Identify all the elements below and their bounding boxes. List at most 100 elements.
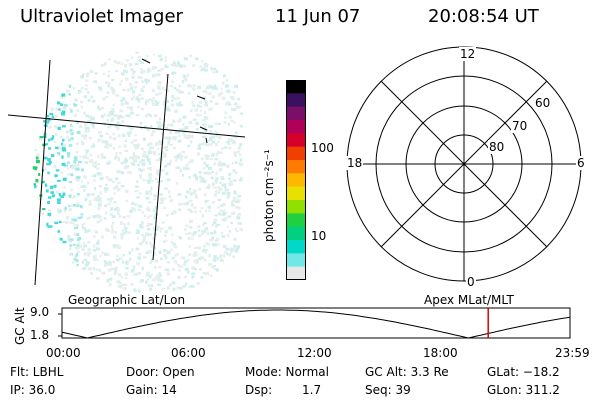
emission-speckle (196, 113, 199, 117)
emission-speckle (203, 222, 207, 225)
emission-speckle (213, 162, 216, 166)
emission-speckle (204, 143, 208, 147)
emission-speckle (120, 79, 123, 83)
emission-speckle (148, 142, 153, 146)
emission-speckle (239, 222, 242, 225)
emission-speckle (56, 201, 61, 205)
emission-speckle (51, 115, 55, 118)
emission-speckle (48, 160, 52, 164)
emission-speckle (105, 183, 108, 186)
status-seq: Seq: 39 (365, 383, 411, 397)
emission-speckle (171, 212, 174, 216)
emission-speckle (146, 278, 149, 281)
emission-speckle (213, 255, 217, 259)
emission-speckle (204, 101, 208, 104)
emission-speckle (92, 174, 97, 178)
emission-speckle (214, 102, 219, 105)
emission-speckle (108, 277, 113, 281)
emission-speckle (194, 108, 198, 112)
emission-speckle (178, 128, 182, 132)
emission-speckle (140, 89, 144, 92)
emission-speckle (178, 130, 181, 134)
status-ip: IP: 36.0 (10, 383, 56, 397)
emission-speckle (163, 100, 167, 104)
emission-speckle (138, 242, 143, 246)
emission-speckle (113, 235, 117, 239)
emission-speckle (158, 92, 162, 95)
emission-speckle (98, 198, 102, 202)
emission-speckle (101, 235, 104, 239)
lat-lon-grid (7, 58, 246, 286)
emission-speckle (48, 209, 52, 212)
emission-speckle (112, 137, 117, 141)
timeline-right-label: Apex MLat/MLT (424, 293, 514, 307)
emission-speckle (101, 156, 105, 159)
emission-speckle (148, 69, 152, 72)
emission-speckle (92, 255, 97, 259)
emission-speckle (202, 180, 207, 183)
emission-speckle (61, 162, 66, 166)
emission-speckle (186, 201, 190, 205)
emission-speckle (205, 116, 209, 120)
emission-speckle (189, 84, 193, 88)
emission-speckle (195, 178, 199, 182)
emission-speckle (104, 146, 107, 149)
emission-speckle (140, 71, 143, 74)
emission-speckle (185, 224, 189, 227)
emission-speckle (229, 247, 234, 252)
emission-speckle (221, 96, 226, 100)
emission-speckle (104, 252, 107, 256)
emission-speckle (140, 225, 144, 229)
tick-mark (205, 137, 208, 144)
emission-speckle (76, 192, 80, 196)
emission-speckle (186, 259, 190, 262)
emission-speckle (167, 141, 170, 144)
emission-speckle (138, 289, 141, 293)
emission-speckle (78, 125, 83, 128)
colorbar-segment (286, 160, 306, 174)
status-dsp-value: 1.7 (302, 383, 322, 397)
emission-speckle (184, 126, 189, 130)
emission-speckle (132, 70, 136, 73)
emission-speckle (116, 280, 121, 284)
emission-speckle (57, 146, 61, 150)
emission-speckle (57, 179, 61, 182)
emission-speckle (80, 213, 84, 216)
emission-speckle (132, 158, 136, 162)
emission-speckle (215, 237, 220, 241)
emission-speckle (163, 206, 166, 210)
emission-speckle (50, 107, 54, 111)
emission-speckle (229, 172, 232, 176)
emission-speckle (211, 224, 215, 227)
emission-speckle (88, 199, 92, 203)
emission-speckle (172, 268, 175, 271)
emission-speckle (36, 159, 40, 164)
emission-speckle (96, 163, 99, 166)
emission-speckle (75, 259, 79, 262)
emission-speckle (128, 83, 132, 86)
emission-speckle (112, 246, 116, 249)
emission-speckle (213, 229, 217, 233)
emission-speckle (141, 97, 145, 100)
emission-speckle (182, 122, 185, 126)
emission-speckle (50, 191, 54, 194)
emission-speckle (154, 177, 158, 180)
emission-speckle (193, 189, 197, 192)
emission-speckle (189, 54, 193, 58)
emission-speckle (82, 241, 85, 244)
emission-speckle (157, 54, 160, 58)
emission-speckle (157, 152, 161, 156)
emission-speckle (139, 121, 143, 125)
emission-speckle (123, 144, 127, 148)
emission-speckle (200, 68, 204, 72)
emission-speckle (209, 136, 212, 140)
emission-speckle (171, 63, 174, 66)
emission-speckle (209, 171, 212, 175)
emission-speckle (239, 112, 243, 115)
emission-speckle (78, 90, 83, 93)
emission-speckle (83, 175, 87, 179)
emission-speckle (172, 287, 176, 291)
emission-speckle (147, 233, 151, 237)
emission-speckle (202, 66, 206, 70)
emission-speckle (34, 148, 38, 151)
